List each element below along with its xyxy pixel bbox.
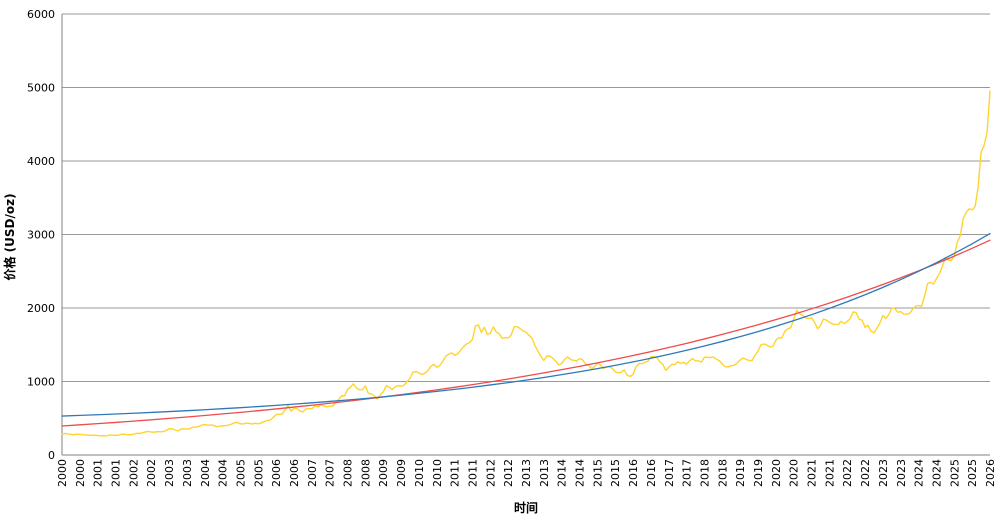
x-tick-label: 2016 <box>627 459 640 487</box>
tick-labels: 0 1000 2000 3000 4000 5000 6000 2000 2000 2001 200… <box>27 8 997 487</box>
x-tick-label: 2010 <box>413 459 426 487</box>
x-tick-label: 2004 <box>217 459 230 487</box>
y-tick-label: 6000 <box>27 8 55 21</box>
y-tick-label: 0 <box>48 449 55 462</box>
axes <box>61 14 990 456</box>
x-tick-label: 2000 <box>74 459 87 487</box>
x-axis-title: 时间 <box>514 500 538 515</box>
x-tick-label: 2019 <box>734 459 747 487</box>
x-tick-label: 2014 <box>556 459 569 487</box>
x-tick-label: 2005 <box>234 459 247 487</box>
x-tick-label: 2025 <box>966 459 979 487</box>
x-tick-label: 2009 <box>377 459 390 487</box>
x-tick-label: 2001 <box>92 459 105 487</box>
x-tick-label: 2012 <box>502 459 515 487</box>
x-tick-label: 2020 <box>788 459 801 487</box>
x-tick-label: 2002 <box>127 459 140 487</box>
x-tick-label: 2010 <box>431 459 444 487</box>
x-tick-label: 2003 <box>163 459 176 487</box>
series-lines <box>61 90 991 437</box>
x-tick-label: 2021 <box>823 459 836 487</box>
x-tick-label: 2020 <box>770 459 783 487</box>
x-tick-label: 2006 <box>288 459 301 487</box>
gridlines <box>62 13 990 382</box>
x-tick-label: 2005 <box>252 459 265 487</box>
x-tick-label: 2000 <box>56 459 69 487</box>
x-tick-label: 2007 <box>306 459 319 487</box>
x-tick-label: 2008 <box>342 459 355 487</box>
y-axis-title: 价格 (USD/oz) <box>2 193 17 280</box>
x-tick-label: 2023 <box>877 459 890 487</box>
x-tick-label: 2026 <box>984 459 997 487</box>
x-tick-label: 2016 <box>645 459 658 487</box>
x-tick-label: 2006 <box>270 459 283 487</box>
x-tick-label: 2013 <box>538 459 551 487</box>
x-tick-label: 2018 <box>698 459 711 487</box>
series-trend-blue <box>61 232 991 417</box>
x-tick-label: 2003 <box>181 459 194 487</box>
x-tick-label: 2011 <box>449 459 462 487</box>
y-tick-label: 4000 <box>27 155 55 168</box>
y-tick-label: 5000 <box>27 82 55 95</box>
x-tick-label: 2011 <box>466 459 479 487</box>
x-tick-label: 2007 <box>324 459 337 487</box>
x-tick-label: 2025 <box>948 459 961 487</box>
x-tick-label: 2021 <box>806 459 819 487</box>
series-gold-price <box>61 90 991 437</box>
x-tick-label: 2008 <box>359 459 372 487</box>
x-tick-label: 2002 <box>145 459 158 487</box>
y-tick-label: 3000 <box>27 229 55 242</box>
x-tick-label: 2023 <box>895 459 908 487</box>
x-tick-label: 2022 <box>859 459 872 487</box>
series-trend-red <box>61 239 991 427</box>
x-tick-label: 2012 <box>484 459 497 487</box>
x-tick-label: 2001 <box>110 459 123 487</box>
x-tick-label: 2013 <box>520 459 533 487</box>
y-tick-label: 1000 <box>27 376 55 389</box>
x-tick-label: 2024 <box>913 459 926 487</box>
x-tick-label: 2004 <box>199 459 212 487</box>
x-tick-label: 2015 <box>591 459 604 487</box>
x-tick-label: 2024 <box>930 459 943 487</box>
x-tick-label: 2017 <box>681 459 694 487</box>
x-tick-label: 2022 <box>841 459 854 487</box>
y-tick-label: 2000 <box>27 302 55 315</box>
x-tick-label: 2017 <box>663 459 676 487</box>
x-tick-label: 2014 <box>574 459 587 487</box>
x-tick-label: 2009 <box>395 459 408 487</box>
x-tick-label: 2015 <box>609 459 622 487</box>
x-tick-label: 2019 <box>752 459 765 487</box>
x-tick-label: 2018 <box>716 459 729 487</box>
